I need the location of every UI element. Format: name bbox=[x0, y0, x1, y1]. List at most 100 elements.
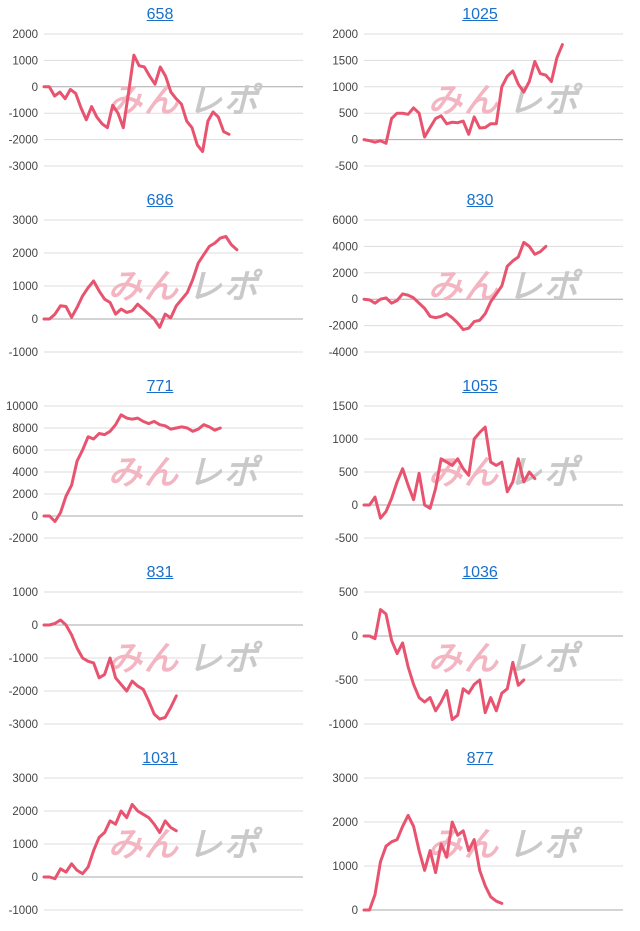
series-line bbox=[42, 413, 222, 523]
y-tick-label: 2000 bbox=[12, 29, 38, 41]
y-tick-label: 1000 bbox=[12, 55, 38, 67]
y-tick-label: 8000 bbox=[12, 423, 38, 435]
watermark-logo: みん レポ bbox=[108, 453, 263, 493]
series-line bbox=[42, 235, 239, 329]
y-tick-label: -3000 bbox=[9, 161, 38, 173]
y-tick-label: 3000 bbox=[12, 773, 38, 785]
watermark-logo: みん レポ bbox=[428, 639, 583, 679]
line-chart: 10000 8000 6000 4000 2000 0 -2000 みん レポ bbox=[6, 401, 303, 545]
y-tick-label: 0 bbox=[32, 872, 38, 884]
chart-panel: 658 2000 1000 0 -1000 -2000 -3000 みん レポ bbox=[0, 0, 320, 186]
y-tick-label: 2000 bbox=[332, 29, 358, 41]
y-tick-label: 500 bbox=[339, 467, 358, 479]
watermark-text: みん bbox=[108, 453, 180, 493]
y-tick-label: 0 bbox=[32, 620, 38, 632]
y-tick-label: 2000 bbox=[12, 248, 38, 260]
watermark-logo: みん レポ bbox=[108, 267, 261, 307]
y-tick-label: 0 bbox=[32, 82, 38, 94]
chart-title-link[interactable]: 686 bbox=[146, 192, 174, 209]
y-tick-label: 2000 bbox=[12, 806, 38, 818]
chart-title-link[interactable]: 771 bbox=[146, 378, 174, 395]
y-tick-label: -4000 bbox=[329, 347, 358, 359]
y-tick-label: 4000 bbox=[332, 241, 358, 253]
y-tick-label: -500 bbox=[335, 533, 358, 545]
y-tick-label: -1000 bbox=[329, 719, 358, 731]
chart-panel: 686 3000 2000 1000 0 -1000 みん レポ bbox=[0, 186, 320, 372]
chart-panel: 830 6000 4000 2000 0 -2000 -4000 みん レポ bbox=[320, 186, 640, 372]
watermark-text: レポ bbox=[508, 639, 583, 679]
y-tick-label: -2000 bbox=[9, 135, 38, 147]
y-tick-label: -1000 bbox=[9, 905, 38, 917]
chart-panel: 1036 500 0 -500 -1000 みん レポ bbox=[320, 558, 640, 744]
watermark-text: みん bbox=[428, 81, 500, 121]
y-tick-label: 1500 bbox=[332, 55, 358, 67]
watermark-text: レポ bbox=[188, 825, 263, 865]
series-line bbox=[362, 425, 537, 520]
watermark-logo: みん レポ bbox=[108, 639, 263, 679]
line-chart: 1000 0 -1000 -2000 -3000 みん レポ bbox=[9, 587, 303, 731]
y-tick-label: 3000 bbox=[12, 215, 38, 227]
chart-panel: 771 10000 8000 6000 4000 2000 0 -2000 みん レポ bbox=[0, 372, 320, 558]
series-line bbox=[362, 43, 564, 145]
y-tick-label: 0 bbox=[352, 500, 358, 512]
chart-title-link[interactable]: 1025 bbox=[462, 6, 498, 23]
line-chart: 6000 4000 2000 0 -2000 -4000 みん レポ bbox=[329, 215, 623, 359]
y-tick-label: -3000 bbox=[9, 719, 38, 731]
y-tick-label: 0 bbox=[32, 511, 38, 523]
y-tick-label: 0 bbox=[352, 631, 358, 643]
watermark-text: レポ bbox=[188, 453, 263, 493]
y-tick-label: 0 bbox=[32, 314, 38, 326]
y-tick-label: 1000 bbox=[12, 839, 38, 851]
y-tick-label: 0 bbox=[352, 294, 358, 306]
chart-panel: 831 1000 0 -1000 -2000 -3000 みん レポ bbox=[0, 558, 320, 744]
y-tick-label: 1000 bbox=[332, 82, 358, 94]
y-tick-label: -1000 bbox=[9, 653, 38, 665]
chart-title-link[interactable]: 658 bbox=[146, 6, 174, 23]
y-tick-label: 6000 bbox=[332, 215, 358, 227]
chart-title-link[interactable]: 1055 bbox=[462, 378, 498, 395]
y-tick-label: -1000 bbox=[9, 108, 38, 120]
series-line bbox=[42, 53, 231, 153]
y-tick-label: 500 bbox=[339, 587, 358, 599]
watermark-text: みん bbox=[108, 267, 180, 307]
line-chart: 500 0 -500 -1000 みん レポ bbox=[329, 587, 623, 731]
y-tick-label: 0 bbox=[352, 905, 358, 917]
series-line bbox=[362, 813, 504, 912]
line-chart: 3000 2000 1000 0 -1000 みん レポ bbox=[9, 773, 303, 917]
watermark-text: レポ bbox=[188, 639, 263, 679]
watermark-text: レポ bbox=[508, 267, 583, 307]
y-tick-label: 500 bbox=[339, 108, 358, 120]
y-tick-label: 1000 bbox=[12, 587, 38, 599]
y-tick-label: 1000 bbox=[12, 281, 38, 293]
y-tick-label: 2000 bbox=[12, 489, 38, 501]
line-chart: 3000 2000 1000 0 -1000 みん レポ bbox=[9, 215, 303, 359]
chart-panel: 1055 1500 1000 500 0 -500 みん レポ bbox=[320, 372, 640, 558]
watermark-text: みん bbox=[108, 639, 180, 679]
watermark-text: みん bbox=[428, 267, 500, 307]
series-line bbox=[362, 240, 548, 332]
chart-panel: 1031 3000 2000 1000 0 -1000 みん レポ bbox=[0, 744, 320, 930]
series-line bbox=[362, 608, 526, 722]
chart-title-link[interactable]: 877 bbox=[466, 750, 494, 767]
y-tick-label: 4000 bbox=[12, 467, 38, 479]
y-tick-label: 1000 bbox=[332, 434, 358, 446]
y-tick-label: 0 bbox=[352, 135, 358, 147]
y-tick-label: -500 bbox=[335, 161, 358, 173]
chart-title-link[interactable]: 831 bbox=[146, 564, 174, 581]
chart-panel: 1025 2000 1500 1000 500 0 -500 みん レポ bbox=[320, 0, 640, 186]
chart-title-link[interactable]: 1031 bbox=[142, 750, 178, 767]
chart-title-link[interactable]: 830 bbox=[466, 192, 494, 209]
watermark-text: みん bbox=[428, 639, 500, 679]
y-tick-label: -500 bbox=[335, 675, 358, 687]
watermark-text: レポ bbox=[508, 825, 583, 865]
series-line bbox=[42, 618, 178, 721]
y-tick-label: 1500 bbox=[332, 401, 358, 413]
watermark-logo: みん レポ bbox=[428, 267, 583, 307]
y-tick-label: 6000 bbox=[12, 445, 38, 457]
y-tick-label: 3000 bbox=[332, 773, 358, 785]
y-tick-label: 2000 bbox=[332, 268, 358, 280]
chart-title-link[interactable]: 1036 bbox=[462, 564, 498, 581]
